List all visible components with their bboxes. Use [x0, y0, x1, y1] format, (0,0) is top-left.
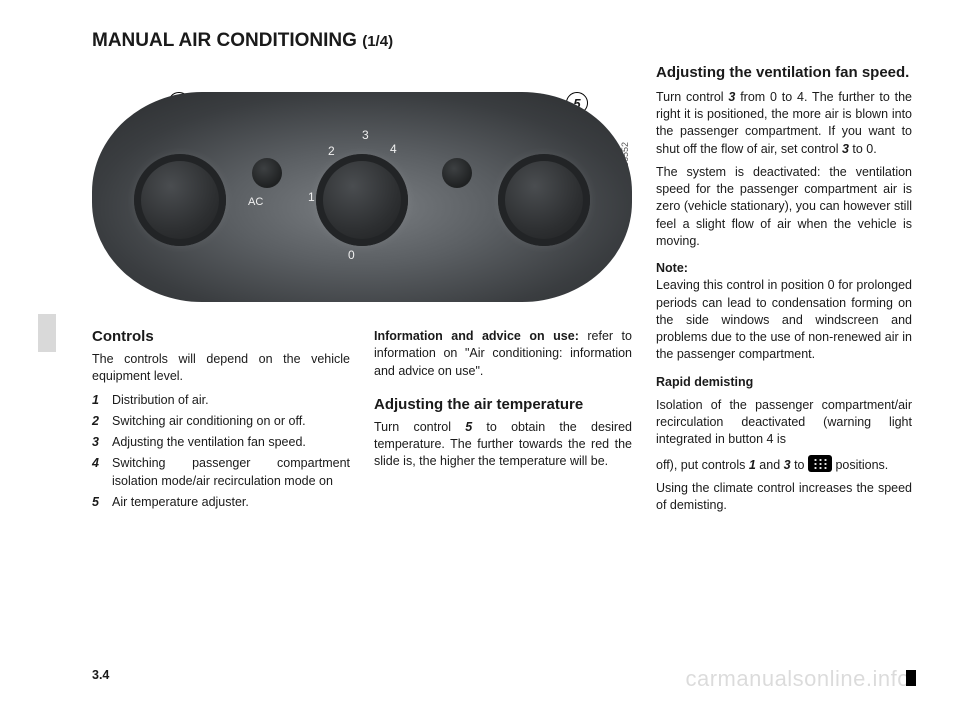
note-body: Leaving this control in position 0 for p… [656, 278, 912, 361]
figure-wrap: 1 2 3 4 5 36552 AC 0 [92, 92, 632, 302]
page-title: MANUAL AIR CONDITIONING (1/4) [92, 30, 912, 52]
item-text: Switching passenger compartment isolatio… [112, 455, 350, 490]
p1-post: to 0. [849, 142, 877, 156]
rapid-n1: 1 [749, 458, 756, 472]
item-num: 1 [92, 392, 112, 409]
title-main: MANUAL AIR CONDITIONING [92, 30, 362, 51]
title-sub: (1/4) [362, 33, 393, 50]
panel-label-ac: AC [248, 196, 263, 208]
rapid-to: to [791, 458, 808, 472]
rapid-p1: Isolation of the passenger compartment/a… [656, 397, 912, 449]
dial-temperature [498, 154, 590, 246]
item-num: 4 [92, 455, 112, 490]
rapid-heading: Rapid demisting [656, 375, 753, 389]
controls-list: 1Distribution of air. 2Switching air con… [92, 392, 350, 512]
item-text: Air temperature adjuster. [112, 494, 350, 511]
p1-pre: Turn control [656, 90, 728, 104]
demist-icon [808, 455, 832, 472]
temp-pre: Turn control [374, 420, 465, 434]
rapid-p2: off), put controls 1 and 3 to positions. [656, 455, 912, 474]
column-a: Controls The controls will depend on the… [92, 328, 350, 515]
item-text: Distribution of air. [112, 392, 350, 409]
list-item: 5Air temperature adjuster. [92, 494, 350, 511]
panel-label-4: 4 [390, 142, 397, 156]
watermark: carmanualsonline.info [685, 666, 910, 692]
item-text: Adjusting the ventilation fan speed. [112, 434, 350, 451]
page-content: MANUAL AIR CONDITIONING (1/4) 1 2 3 4 5 … [0, 0, 960, 520]
ac-panel-photo: AC 0 1 2 3 4 [92, 92, 632, 302]
info-lead: Information and advice on use: [374, 329, 587, 343]
button-ac [252, 158, 282, 188]
list-item: 2Switching air conditioning on or off. [92, 413, 350, 430]
page-number: 3.4 [92, 668, 109, 682]
left-block: 1 2 3 4 5 36552 AC 0 [92, 64, 632, 520]
list-item: 3Adjusting the ventilation fan speed. [92, 434, 350, 451]
dial-air-distribution [134, 154, 226, 246]
item-text: Switching air conditioning on or off. [112, 413, 350, 430]
dial-fan-speed [316, 154, 408, 246]
panel-label-0: 0 [348, 248, 355, 262]
info-paragraph: Information and advice on use: refer to … [374, 328, 632, 380]
corner-mark [906, 670, 916, 686]
list-item: 1Distribution of air. [92, 392, 350, 409]
panel-label-1: 1 [308, 190, 315, 204]
rapid-p3: Using the climate control increases the … [656, 480, 912, 515]
p1-n2: 3 [842, 142, 849, 156]
note-block: Note: Leaving this control in position 0… [656, 260, 912, 364]
fan-heading: Adjusting the ventilation fan speed. [656, 64, 912, 83]
note-heading: Note: [656, 260, 912, 277]
rapid-n3: 3 [784, 458, 791, 472]
p1-n1: 3 [728, 90, 740, 104]
rapid-2a: off), put controls [656, 458, 749, 472]
column-b: Information and advice on use: refer to … [374, 328, 632, 515]
controls-intro: The controls will depend on the vehicle … [92, 351, 350, 386]
temp-heading: Adjusting the air temperature [374, 396, 632, 413]
main-columns: 1 2 3 4 5 36552 AC 0 [92, 64, 912, 520]
rapid-and: and [756, 458, 784, 472]
fan-p2: The system is deactivated: the ventilati… [656, 164, 912, 250]
list-item: 4Switching passenger compartment isolati… [92, 455, 350, 490]
panel-label-3: 3 [362, 128, 369, 142]
controls-heading: Controls [92, 328, 350, 345]
side-tab [38, 314, 56, 352]
rapid-2b: positions. [832, 458, 888, 472]
item-num: 2 [92, 413, 112, 430]
rapid-heading-p: Rapid demisting [656, 374, 912, 391]
item-num: 5 [92, 494, 112, 511]
below-image-columns: Controls The controls will depend on the… [92, 328, 632, 515]
fan-p1: Turn control 3 from 0 to 4. The further … [656, 89, 912, 158]
column-c: Adjusting the ventilation fan speed. Tur… [656, 64, 912, 520]
item-num: 3 [92, 434, 112, 451]
temp-body: Turn control 5 to obtain the desired tem… [374, 419, 632, 471]
panel-label-2: 2 [328, 144, 335, 158]
button-recirculation [442, 158, 472, 188]
